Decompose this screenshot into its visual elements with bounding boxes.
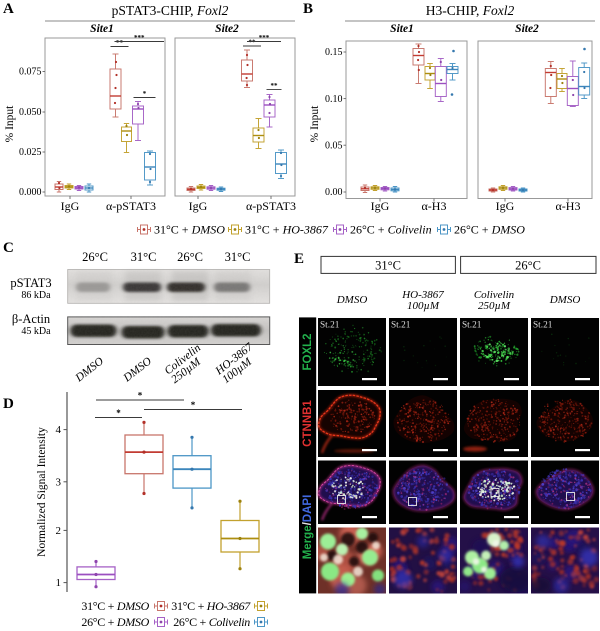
svg-text:2: 2 [56, 525, 62, 537]
svg-text:Site1: Site1 [90, 23, 114, 35]
svg-text:*: * [116, 408, 121, 418]
svg-text:IgG: IgG [496, 199, 515, 213]
svg-text:β-Actin: β-Actin [12, 312, 51, 326]
svg-text:**: ** [249, 39, 257, 47]
svg-text:***: *** [259, 34, 270, 42]
svg-text:86 kDa: 86 kDa [21, 290, 51, 301]
svg-text:Site2: Site2 [215, 23, 239, 35]
svg-text:0.075: 0.075 [19, 67, 42, 78]
svg-text:Site2: Site2 [515, 23, 539, 35]
svg-text:26°C: 26°C [515, 259, 541, 273]
svg-text:Site1: Site1 [390, 23, 414, 35]
svg-text:31°C + DMSO: 31°C + DMSO [81, 599, 149, 613]
svg-text:E: E [294, 251, 304, 267]
svg-text:26°C: 26°C [82, 250, 108, 264]
svg-text:St.21: St.21 [391, 321, 411, 331]
svg-text:pSTAT3: pSTAT3 [10, 276, 51, 290]
svg-text:*: * [138, 391, 143, 401]
svg-text:***: *** [134, 34, 145, 42]
svg-text:3: 3 [56, 476, 62, 488]
svg-text:IgG: IgG [189, 199, 208, 213]
svg-text:IgG: IgG [61, 199, 80, 213]
svg-text:Colivelin250µM: Colivelin250µM [474, 289, 515, 312]
svg-text:Merge/DAPI: Merge/DAPI [302, 495, 314, 560]
svg-text:H3-CHIP, Foxl2: H3-CHIP, Foxl2 [426, 3, 515, 18]
svg-text:0.15: 0.15 [325, 47, 343, 58]
svg-text:31°C + HO-3867: 31°C + HO-3867 [171, 599, 251, 613]
svg-text:% Input: % Input [4, 105, 16, 143]
svg-text:1: 1 [56, 577, 62, 589]
svg-text:31°C: 31°C [375, 259, 401, 273]
svg-text:Normalized Signal Intensity: Normalized Signal Intensity [36, 427, 48, 557]
svg-text:26°C + DMSO: 26°C + DMSO [81, 615, 149, 629]
svg-text:26°C + Colivelin: 26°C + Colivelin [350, 223, 432, 237]
svg-text:26°C: 26°C [177, 250, 203, 264]
svg-text:D: D [3, 396, 14, 412]
svg-text:% Input: % Input [309, 105, 321, 143]
svg-text:*: * [143, 90, 147, 98]
svg-text:A: A [3, 1, 14, 17]
svg-text:0.000: 0.000 [19, 187, 42, 198]
svg-text:4: 4 [56, 424, 62, 436]
svg-text:α-pSTAT3: α-pSTAT3 [106, 199, 156, 213]
svg-text:α-H3: α-H3 [556, 199, 581, 213]
svg-text:0.050: 0.050 [19, 107, 42, 118]
svg-text:26°C + DMSO: 26°C + DMSO [454, 223, 525, 237]
svg-text:31°C: 31°C [131, 250, 157, 264]
svg-text:45 kDa: 45 kDa [21, 326, 51, 337]
svg-text:B: B [303, 1, 313, 17]
svg-text:0.025: 0.025 [19, 147, 42, 158]
svg-text:0.00: 0.00 [325, 187, 343, 198]
svg-text:St.21: St.21 [533, 321, 553, 331]
svg-text:**: ** [116, 39, 124, 47]
svg-text:31°C: 31°C [225, 250, 251, 264]
svg-text:**: ** [271, 82, 279, 90]
svg-text:FOXL2: FOXL2 [302, 333, 314, 370]
svg-text:DMSO: DMSO [549, 294, 581, 306]
svg-text:DMSO: DMSO [336, 294, 368, 306]
svg-text:IgG: IgG [371, 199, 390, 213]
svg-text:pSTAT3-CHIP, Foxl2: pSTAT3-CHIP, Foxl2 [112, 3, 229, 18]
svg-text:26°C + Colivelin: 26°C + Colivelin [173, 615, 250, 629]
svg-text:*: * [191, 400, 196, 410]
svg-text:0.05: 0.05 [325, 140, 343, 151]
svg-text:St.21: St.21 [462, 321, 482, 331]
svg-text:St.21: St.21 [320, 321, 340, 331]
svg-text:HO-3867100µM: HO-3867100µM [401, 289, 444, 312]
svg-text:C: C [3, 240, 14, 256]
svg-text:α-pSTAT3: α-pSTAT3 [246, 199, 296, 213]
svg-text:α-H3: α-H3 [422, 199, 447, 213]
svg-text:31°C + HO-3867: 31°C + HO-3867 [245, 223, 329, 237]
svg-text:31°C + DMSO: 31°C + DMSO [154, 223, 225, 237]
svg-text:CTNNB1: CTNNB1 [302, 400, 314, 447]
svg-text:0.10: 0.10 [325, 94, 343, 105]
